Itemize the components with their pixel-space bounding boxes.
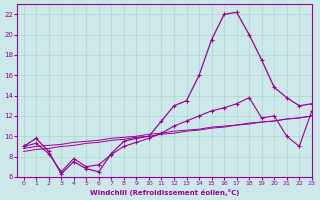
X-axis label: Windchill (Refroidissement éolien,°C): Windchill (Refroidissement éolien,°C) <box>90 189 239 196</box>
